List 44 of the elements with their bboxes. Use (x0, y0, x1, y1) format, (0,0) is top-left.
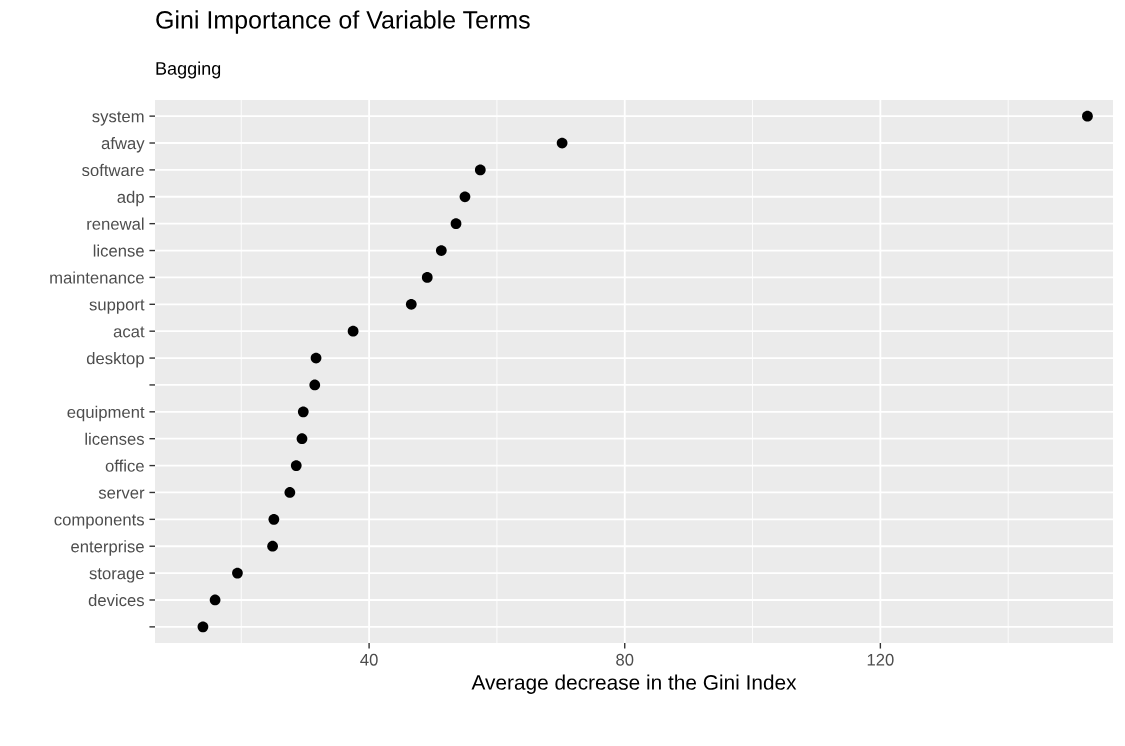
y-tick-label: support (89, 299, 145, 314)
y-tick-label: server (98, 489, 145, 499)
point (297, 406, 309, 418)
y-tick-label: afway (101, 136, 145, 153)
y-tick-label: desktop (86, 352, 144, 368)
y-tick-label: renewal (87, 217, 144, 230)
point (197, 621, 209, 633)
point (310, 352, 322, 364)
point (284, 487, 296, 498)
point (435, 245, 447, 256)
y-tick-label: adp (117, 190, 144, 207)
point (405, 298, 417, 310)
point (309, 379, 321, 391)
y-tick-label: devices (88, 593, 144, 607)
y-tick-label: system (92, 111, 144, 126)
point (296, 433, 308, 445)
y-tick-label: licenses (85, 432, 144, 445)
y-tick-label: enterprise (71, 540, 144, 556)
y-tick-label: office (105, 459, 144, 472)
y-tick-label: maintenance (50, 271, 144, 284)
point (556, 137, 568, 149)
y-tick-label: software (82, 163, 144, 177)
point (347, 325, 359, 337)
point (232, 567, 243, 579)
x-tick-label: 120 (867, 653, 894, 666)
y-tick-label: storage (89, 568, 144, 583)
point (450, 218, 462, 230)
x-tick-label: 40 (360, 653, 378, 666)
y-tick-label: license (93, 244, 144, 257)
point (209, 594, 221, 606)
y-tick-label: equipment (67, 405, 145, 422)
point (421, 272, 433, 283)
point (268, 513, 280, 525)
chart-title: Gini Importance of Variable Terms (156, 10, 530, 34)
y-tick-label: acat (113, 326, 145, 338)
x-tick-label: 80 (616, 653, 634, 666)
x-axis-title: Average decrease in the Gini Index (471, 674, 797, 694)
point (290, 460, 302, 471)
chart-subtitle: Bagging (156, 61, 221, 79)
y-tick-label: components (54, 514, 144, 529)
point (474, 164, 486, 176)
point (459, 191, 471, 203)
point (1082, 110, 1093, 122)
point (267, 540, 278, 552)
